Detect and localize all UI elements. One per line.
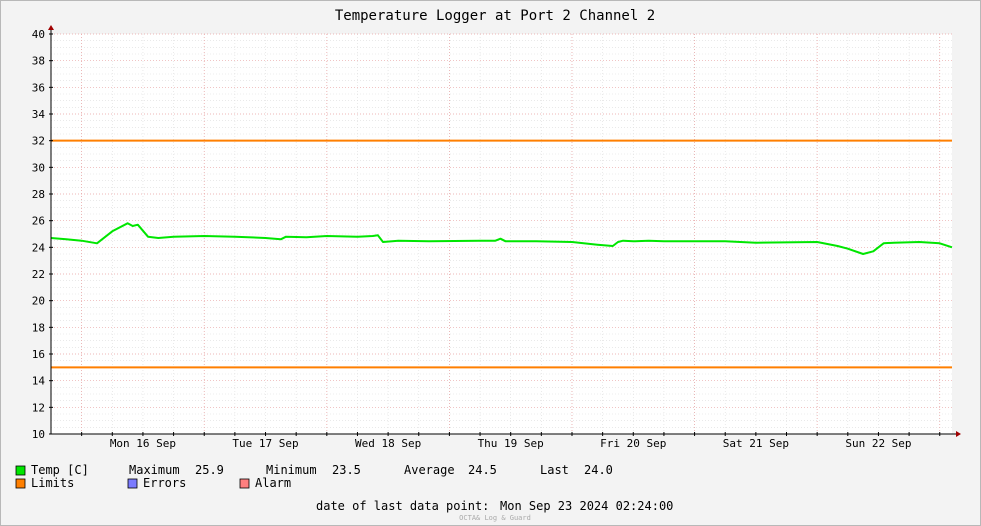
legend-label-temp: Temp [C] <box>31 463 89 477</box>
credit-text: OCTA& Log & Guard <box>459 514 531 522</box>
y-tick-label: 12 <box>32 401 45 414</box>
stat-maximum-value: 25.9 <box>195 463 224 477</box>
legend-swatch-errors <box>127 478 138 489</box>
y-tick-label: 34 <box>32 108 46 121</box>
stat-last-label: Last <box>540 463 569 477</box>
stat-last-value: 24.0 <box>584 463 613 477</box>
x-tick-label: Sat 21 Sep <box>723 437 789 450</box>
axes <box>48 25 961 437</box>
y-tick-label: 10 <box>32 428 45 441</box>
y-tick-label: 18 <box>32 321 45 334</box>
y-tick-label: 28 <box>32 188 45 201</box>
stat-minimum-label: Minimum <box>266 463 317 477</box>
y-tick-label: 22 <box>32 268 45 281</box>
legend-swatch-temp <box>15 465 26 476</box>
x-axis-arrow <box>956 431 961 437</box>
y-tick-label: 24 <box>32 241 46 254</box>
x-tick-label: Sun 22 Sep <box>845 437 911 450</box>
y-tick-label: 32 <box>32 135 45 148</box>
chart-title: Temperature Logger at Port 2 Channel 2 <box>335 8 655 24</box>
x-axis-ticks: Mon 16 Sep Tue 17 Sep Wed 18 Sep Thu 19 Sep… <box>81 432 941 450</box>
x-tick-label: Mon 16 Sep <box>110 437 176 450</box>
legend-label-alarm: Alarm <box>255 476 291 490</box>
y-tick-label: 38 <box>32 55 45 68</box>
y-tick-label: 16 <box>32 348 45 361</box>
x-tick-label: Fri 20 Sep <box>600 437 666 450</box>
stat-average-label: Average <box>404 463 455 477</box>
y-axis-ticks: 10 12 14 16 18 20 22 24 26 28 30 32 34 36 38 40 <box>32 28 53 441</box>
x-tick-label: Thu 19 Sep <box>478 437 544 450</box>
legend-swatch-limits <box>15 478 26 489</box>
legend-label-errors: Errors <box>143 476 186 490</box>
stat-average-value: 24.5 <box>468 463 497 477</box>
y-tick-label: 30 <box>32 161 45 174</box>
y-axis-arrow <box>48 25 54 30</box>
y-tick-label: 26 <box>32 215 45 228</box>
x-tick-label: Wed 18 Sep <box>355 437 421 450</box>
x-tick-label: Tue 17 Sep <box>232 437 298 450</box>
series-line-temp <box>50 222 953 255</box>
stat-minimum-value: 23.5 <box>332 463 361 477</box>
grid <box>51 33 952 434</box>
last-data-point-value: Mon Sep 23 2024 02:24:00 <box>500 499 673 513</box>
y-tick-label: 20 <box>32 295 45 308</box>
y-tick-label: 36 <box>32 81 45 94</box>
last-data-point-label: date of last data point: <box>316 499 489 513</box>
y-tick-label: 40 <box>32 28 45 41</box>
legend-label-limits: Limits <box>31 476 74 490</box>
series-group <box>50 222 953 255</box>
limit-lines <box>51 139 952 369</box>
stat-maximum-label: Maximum <box>129 463 180 477</box>
y-tick-label: 14 <box>32 375 46 388</box>
legend-swatch-alarm <box>239 478 250 489</box>
